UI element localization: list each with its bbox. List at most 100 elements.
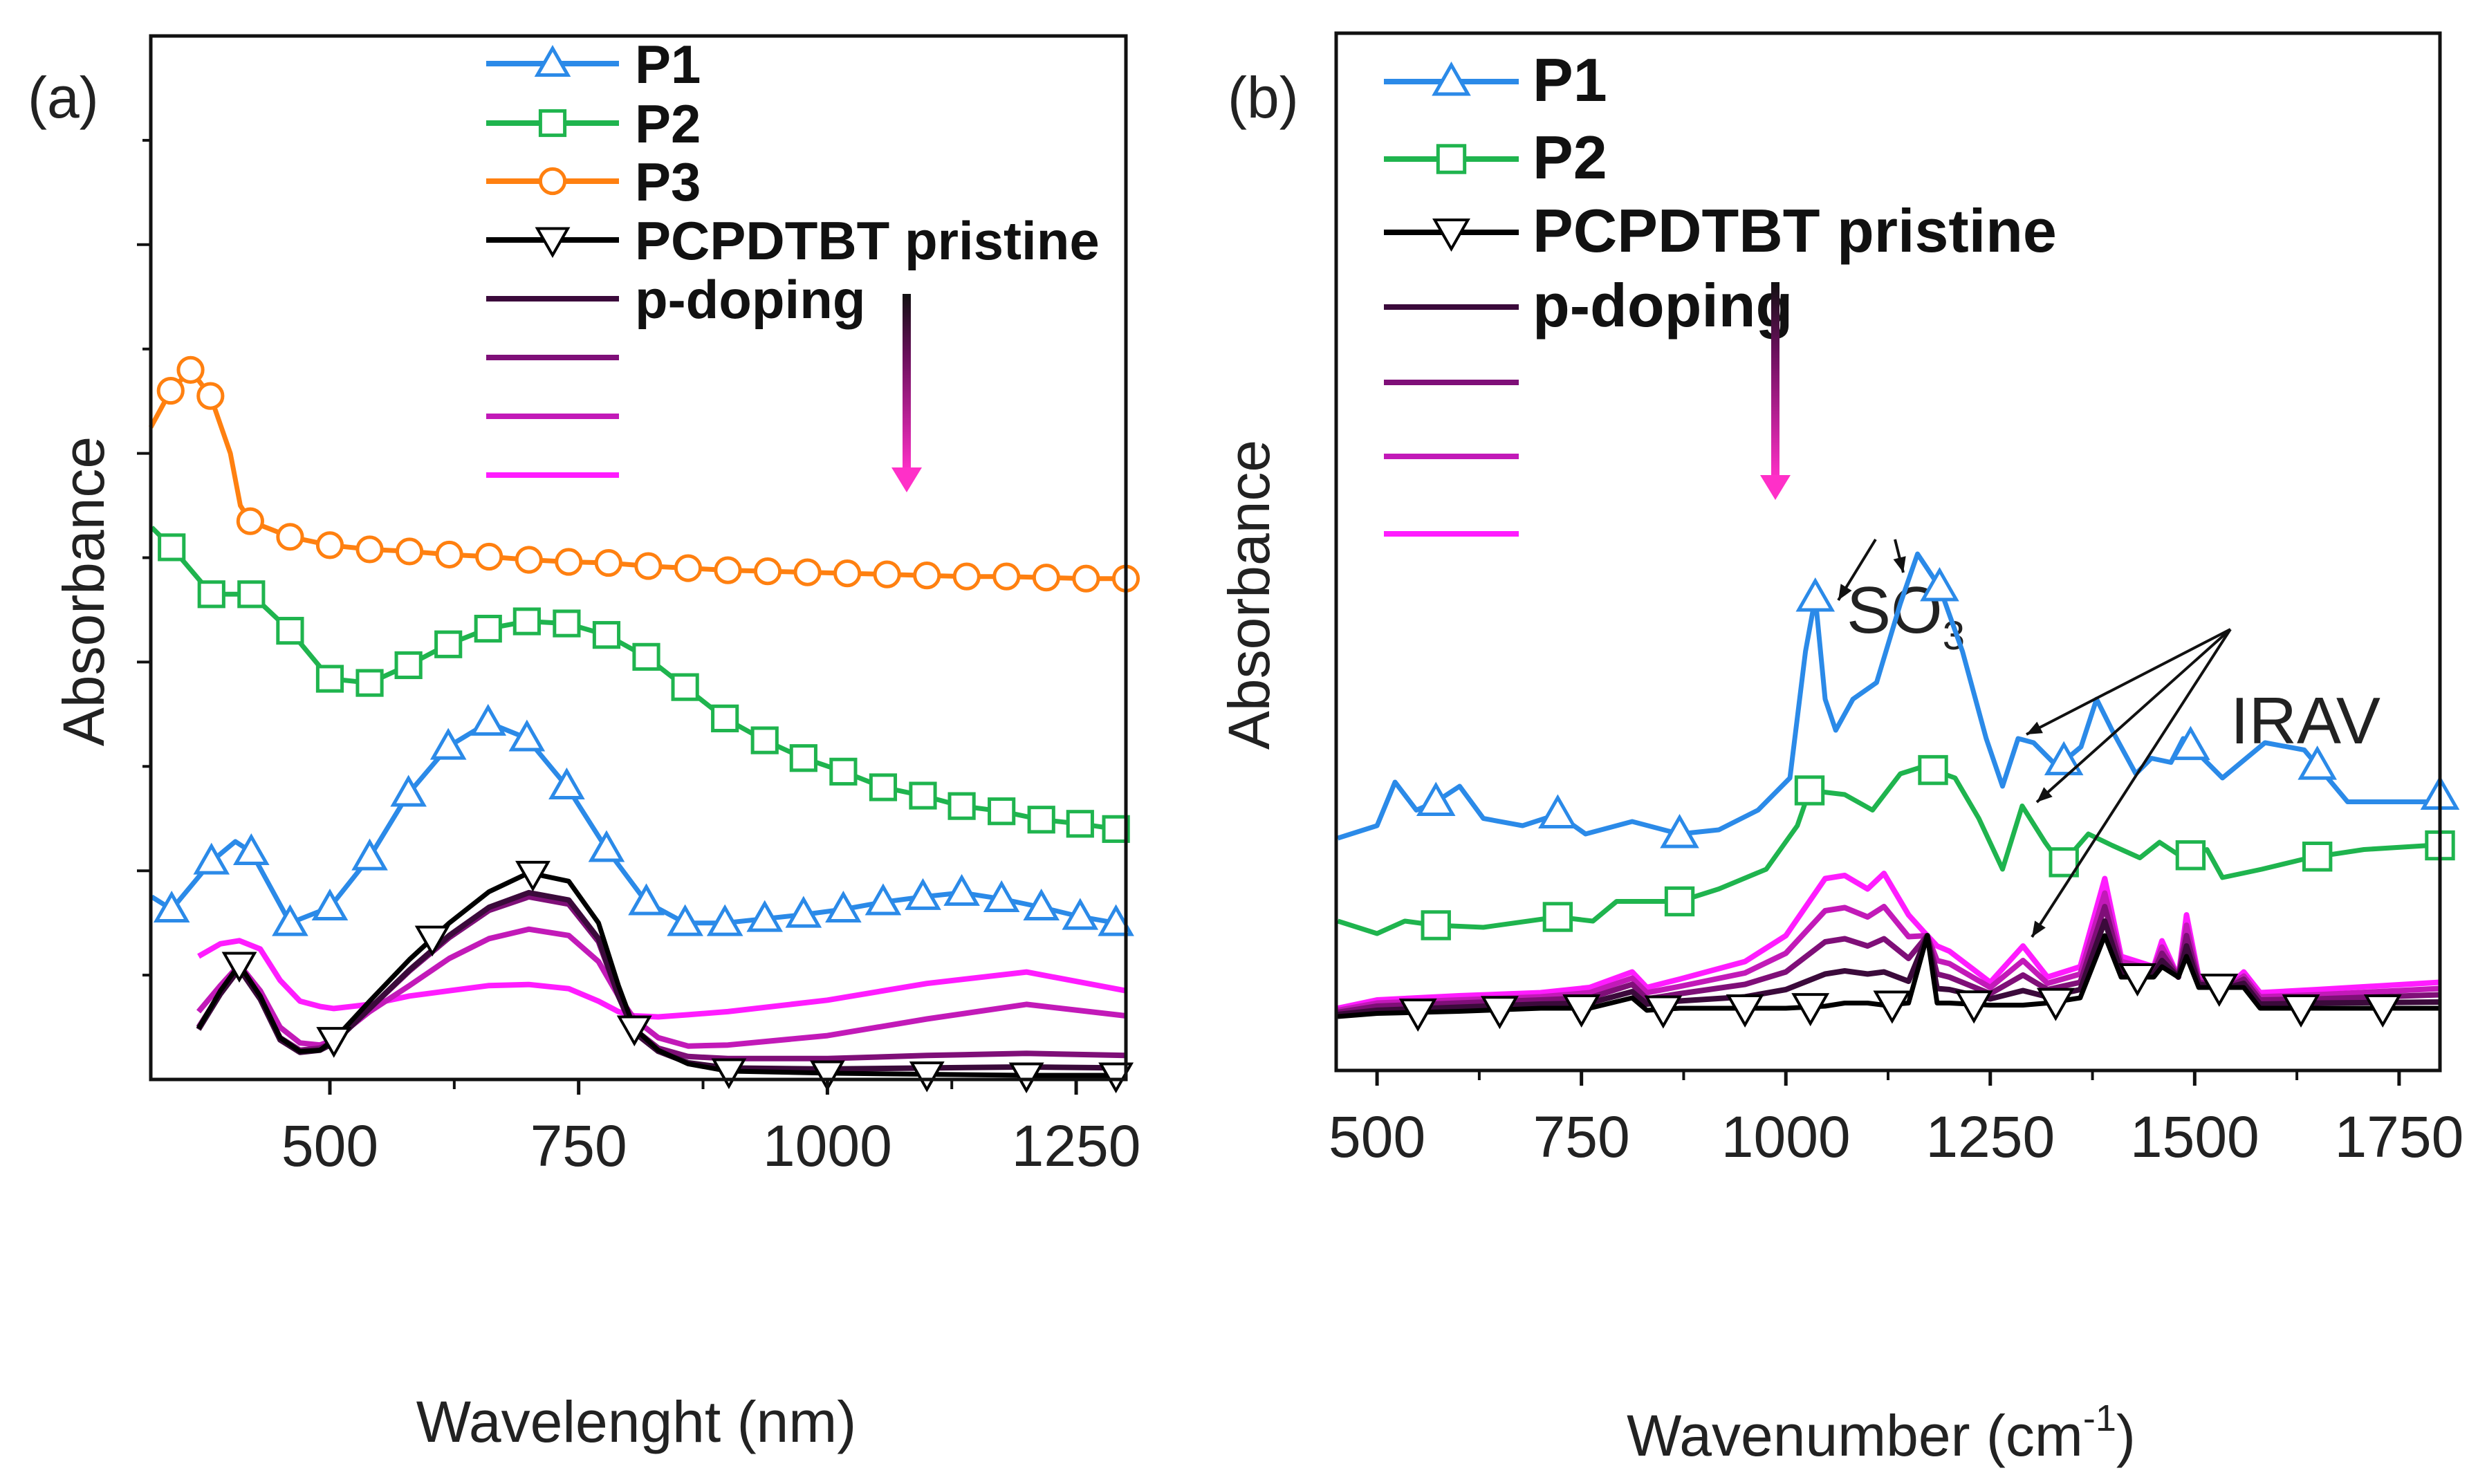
triangle-marker xyxy=(233,833,270,866)
legend-label: p-doping xyxy=(635,269,866,330)
legend-label: P1 xyxy=(1533,46,1607,114)
circle-marker xyxy=(714,556,742,584)
square-marker xyxy=(158,533,186,562)
square-marker xyxy=(1664,886,1695,917)
triangle-down-marker xyxy=(2200,974,2239,1008)
legend-label: PCPDTBT pristine xyxy=(635,210,1100,271)
legend-label: PCPDTBT pristine xyxy=(1533,196,2057,265)
arrowhead-icon xyxy=(2026,721,2043,734)
square-marker xyxy=(2302,842,2333,872)
square-marker xyxy=(394,651,423,680)
square-marker xyxy=(829,757,858,786)
circle-marker xyxy=(276,523,304,551)
legend-label: P1 xyxy=(635,34,701,95)
square-marker xyxy=(1436,144,1467,174)
annotation-arrow xyxy=(2031,628,2232,938)
circle-marker xyxy=(236,507,264,535)
annotation-arrow xyxy=(2035,628,2232,804)
triangle-marker xyxy=(1432,61,1471,96)
legend-label: P2 xyxy=(635,93,701,154)
triangle-down-marker xyxy=(1432,219,1470,252)
x-tick-label: 500 xyxy=(1329,1104,1425,1169)
x-tick-label: 1000 xyxy=(1721,1104,1851,1169)
circle-marker xyxy=(315,531,344,559)
triangle-marker xyxy=(2044,741,2084,776)
square-marker xyxy=(592,621,621,649)
triangle-marker xyxy=(272,904,308,936)
series-p-doping xyxy=(1337,918,2441,1017)
doping-arrow-head-icon xyxy=(1760,475,1791,500)
square-marker xyxy=(1421,910,1451,940)
circle-marker xyxy=(1072,564,1100,593)
triangle-marker xyxy=(153,890,190,923)
triangle-down-marker xyxy=(2363,994,2402,1028)
series-line xyxy=(1337,918,2441,1017)
x-tick-label: 1500 xyxy=(2130,1104,2259,1169)
circle-marker xyxy=(435,540,463,569)
triangle-marker xyxy=(746,900,784,932)
x-tick-label: 750 xyxy=(530,1113,627,1178)
triangle-marker xyxy=(1660,813,1699,848)
panel-a-label: (a) xyxy=(28,65,99,130)
series-p1 xyxy=(150,703,1134,936)
triangle-down-marker xyxy=(711,1058,747,1089)
square-marker xyxy=(512,607,541,636)
doping-arrow-head-icon xyxy=(891,467,922,492)
circle-marker xyxy=(538,167,567,196)
square-marker xyxy=(947,792,976,820)
panel-b-ylabel: Absorbance xyxy=(1217,440,1282,750)
series-p2 xyxy=(1337,754,2455,940)
arrowhead-icon xyxy=(2037,787,2053,802)
legend-entry: P1 xyxy=(486,34,701,95)
legend-entry: p-doping xyxy=(1384,271,1793,340)
triangle-marker xyxy=(785,896,822,928)
square-marker xyxy=(434,630,463,658)
x-tick-label: 1250 xyxy=(1012,1113,1141,1178)
square-marker xyxy=(355,669,384,697)
square-marker xyxy=(315,665,344,693)
triangle-down-marker xyxy=(1873,990,1912,1024)
square-marker xyxy=(711,704,739,732)
irav-annotation: IRAV xyxy=(2230,684,2380,758)
square-marker xyxy=(869,773,898,801)
triangle-marker xyxy=(534,44,571,77)
triangle-marker xyxy=(1920,566,1959,602)
annotation-arrow xyxy=(2026,628,2231,736)
so3-text: SO xyxy=(1847,573,1943,647)
series-line xyxy=(1338,933,2440,1019)
square-marker xyxy=(538,109,567,138)
triangle-down-marker xyxy=(2036,987,2075,1021)
legend-label: p-doping xyxy=(1533,271,1793,340)
square-marker xyxy=(988,797,1016,826)
circle-marker xyxy=(793,558,822,586)
square-marker xyxy=(1102,815,1130,843)
triangle-marker xyxy=(311,888,349,921)
panel-a-xlabel: Wavelenght (nm) xyxy=(416,1389,856,1454)
circle-marker xyxy=(196,382,225,410)
series-line xyxy=(150,720,1127,928)
legend-label: P2 xyxy=(1533,123,1607,192)
square-marker xyxy=(553,609,581,638)
series-pcpdtbt-pristine xyxy=(196,860,1134,1093)
square-marker xyxy=(750,726,779,754)
legend-entry: P2 xyxy=(486,93,701,154)
triangle-marker xyxy=(865,883,902,916)
triangle-down-marker xyxy=(316,1027,352,1058)
series-p3 xyxy=(148,355,1140,593)
xlabel-end: ) xyxy=(2116,1403,2136,1468)
triangle-marker xyxy=(943,873,980,906)
panel-a-ylabel: Absorbance xyxy=(51,436,116,746)
triangle-down-marker xyxy=(616,1015,652,1047)
circle-marker xyxy=(475,542,503,571)
triangle-down-marker xyxy=(221,952,257,983)
triangle-marker xyxy=(1023,888,1060,921)
square-marker xyxy=(276,617,304,645)
triangle-down-marker xyxy=(535,227,571,259)
triangle-down-marker xyxy=(1726,994,1764,1028)
triangle-marker xyxy=(390,775,427,807)
triangle-marker xyxy=(2298,745,2337,780)
x-tick-label: 1250 xyxy=(1925,1104,2055,1169)
square-marker xyxy=(2049,847,2079,878)
square-marker xyxy=(1027,806,1055,834)
